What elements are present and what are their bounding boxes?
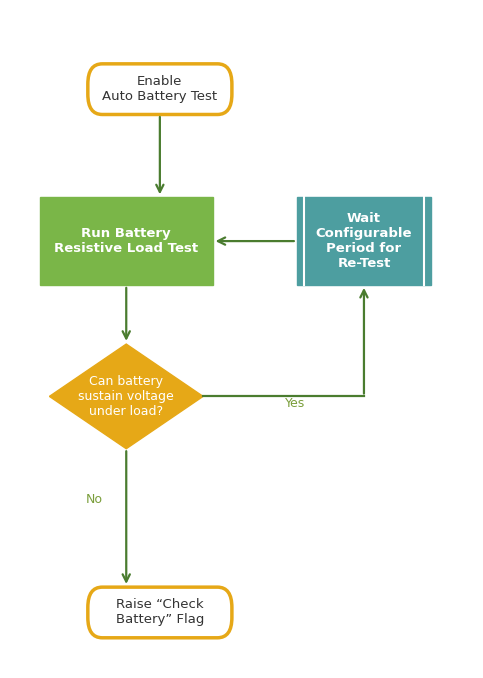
Bar <box>297 197 431 285</box>
FancyBboxPatch shape <box>88 64 232 115</box>
Text: Wait
Configurable
Period for
Re-Test: Wait Configurable Period for Re-Test <box>316 212 412 270</box>
Text: Raise “Check
Battery” Flag: Raise “Check Battery” Flag <box>115 599 204 626</box>
Bar <box>40 197 213 285</box>
Text: Can battery
sustain voltage
under load?: Can battery sustain voltage under load? <box>78 375 174 418</box>
Text: Yes: Yes <box>284 397 305 410</box>
Text: No: No <box>85 493 102 506</box>
Text: Enable
Auto Battery Test: Enable Auto Battery Test <box>102 75 217 103</box>
FancyBboxPatch shape <box>88 587 232 638</box>
Polygon shape <box>49 344 203 449</box>
Text: Run Battery
Resistive Load Test: Run Battery Resistive Load Test <box>54 227 199 255</box>
